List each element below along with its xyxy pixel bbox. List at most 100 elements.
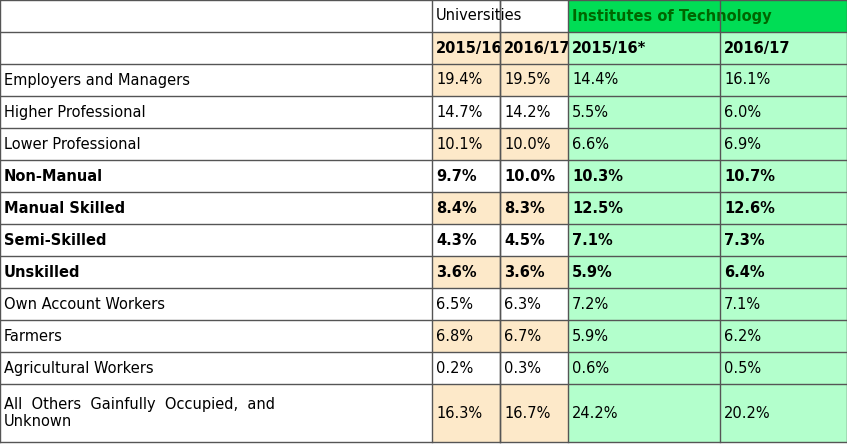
Text: Employers and Managers: Employers and Managers	[4, 72, 190, 87]
Bar	[720, 224, 847, 256]
Text: 10.7%: 10.7%	[724, 169, 775, 183]
Bar	[500, 128, 568, 160]
Bar	[0, 256, 432, 288]
Bar	[720, 64, 847, 96]
Text: Unskilled: Unskilled	[4, 265, 80, 280]
Bar	[0, 320, 432, 352]
Text: 12.5%: 12.5%	[572, 201, 623, 215]
Bar	[0, 352, 432, 384]
Text: 16.3%: 16.3%	[436, 405, 482, 420]
Bar	[0, 384, 432, 442]
Text: 6.3%: 6.3%	[504, 297, 541, 312]
Text: Lower Professional: Lower Professional	[4, 136, 141, 151]
Bar	[720, 320, 847, 352]
Text: 4.5%: 4.5%	[504, 233, 545, 247]
Bar	[500, 64, 568, 96]
Bar	[720, 160, 847, 192]
Bar	[0, 288, 432, 320]
Text: 0.5%: 0.5%	[724, 361, 761, 376]
Text: 14.2%: 14.2%	[504, 104, 551, 119]
Text: 9.7%: 9.7%	[436, 169, 477, 183]
Bar	[432, 128, 500, 160]
Bar	[432, 224, 500, 256]
Text: Own Account Workers: Own Account Workers	[4, 297, 165, 312]
Text: 7.2%: 7.2%	[572, 297, 609, 312]
Bar	[500, 288, 568, 320]
Bar	[500, 192, 568, 224]
Bar	[500, 384, 568, 442]
Bar	[0, 224, 432, 256]
Text: 12.6%: 12.6%	[724, 201, 775, 215]
Bar	[720, 352, 847, 384]
Text: 5.5%: 5.5%	[572, 104, 609, 119]
Bar	[0, 64, 432, 96]
Bar	[568, 0, 847, 32]
Text: 14.4%: 14.4%	[572, 72, 618, 87]
Text: 10.3%: 10.3%	[572, 169, 623, 183]
Bar	[432, 192, 500, 224]
Bar	[432, 384, 500, 442]
Text: All  Others  Gainfully  Occupied,  and
Unknown: All Others Gainfully Occupied, and Unkno…	[4, 397, 275, 429]
Bar	[432, 0, 568, 32]
Text: 7.1%: 7.1%	[572, 233, 612, 247]
Bar	[568, 352, 720, 384]
Bar	[568, 32, 720, 64]
Text: 10.1%: 10.1%	[436, 136, 483, 151]
Text: 2015/16: 2015/16	[436, 40, 502, 56]
Bar	[720, 256, 847, 288]
Text: Institutes of Technology: Institutes of Technology	[572, 8, 772, 24]
Text: Agricultural Workers: Agricultural Workers	[4, 361, 153, 376]
Bar	[568, 288, 720, 320]
Bar	[432, 160, 500, 192]
Text: 14.7%: 14.7%	[436, 104, 483, 119]
Text: 3.6%: 3.6%	[436, 265, 477, 280]
Text: 5.9%: 5.9%	[572, 265, 612, 280]
Text: 20.2%: 20.2%	[724, 405, 771, 420]
Text: 6.9%: 6.9%	[724, 136, 761, 151]
Bar	[432, 96, 500, 128]
Bar	[0, 160, 432, 192]
Text: 16.7%: 16.7%	[504, 405, 551, 420]
Bar	[432, 32, 500, 64]
Bar	[568, 320, 720, 352]
Bar	[720, 128, 847, 160]
Text: 6.6%: 6.6%	[572, 136, 609, 151]
Bar	[500, 352, 568, 384]
Text: 8.4%: 8.4%	[436, 201, 477, 215]
Bar	[720, 96, 847, 128]
Text: 2015/16*: 2015/16*	[572, 40, 646, 56]
Text: 0.2%: 0.2%	[436, 361, 473, 376]
Text: Higher Professional: Higher Professional	[4, 104, 146, 119]
Bar	[432, 256, 500, 288]
Bar	[568, 384, 720, 442]
Text: 10.0%: 10.0%	[504, 136, 551, 151]
Text: 6.5%: 6.5%	[436, 297, 473, 312]
Bar	[0, 96, 432, 128]
Bar	[568, 96, 720, 128]
Bar	[500, 224, 568, 256]
Text: 6.2%: 6.2%	[724, 329, 761, 344]
Bar	[432, 288, 500, 320]
Bar	[720, 288, 847, 320]
Bar	[720, 192, 847, 224]
Bar	[0, 0, 432, 32]
Text: 6.0%: 6.0%	[724, 104, 761, 119]
Text: Manual Skilled: Manual Skilled	[4, 201, 125, 215]
Text: 19.4%: 19.4%	[436, 72, 482, 87]
Bar	[500, 160, 568, 192]
Text: 6.4%: 6.4%	[724, 265, 765, 280]
Text: 2016/17: 2016/17	[724, 40, 790, 56]
Text: 0.3%: 0.3%	[504, 361, 541, 376]
Text: 7.3%: 7.3%	[724, 233, 765, 247]
Bar	[432, 320, 500, 352]
Text: 2016/17: 2016/17	[504, 40, 571, 56]
Bar	[500, 256, 568, 288]
Bar	[0, 32, 432, 64]
Text: 4.3%: 4.3%	[436, 233, 477, 247]
Text: 0.6%: 0.6%	[572, 361, 609, 376]
Bar	[568, 224, 720, 256]
Text: Non-Manual: Non-Manual	[4, 169, 103, 183]
Bar	[568, 256, 720, 288]
Text: 6.7%: 6.7%	[504, 329, 541, 344]
Bar	[568, 160, 720, 192]
